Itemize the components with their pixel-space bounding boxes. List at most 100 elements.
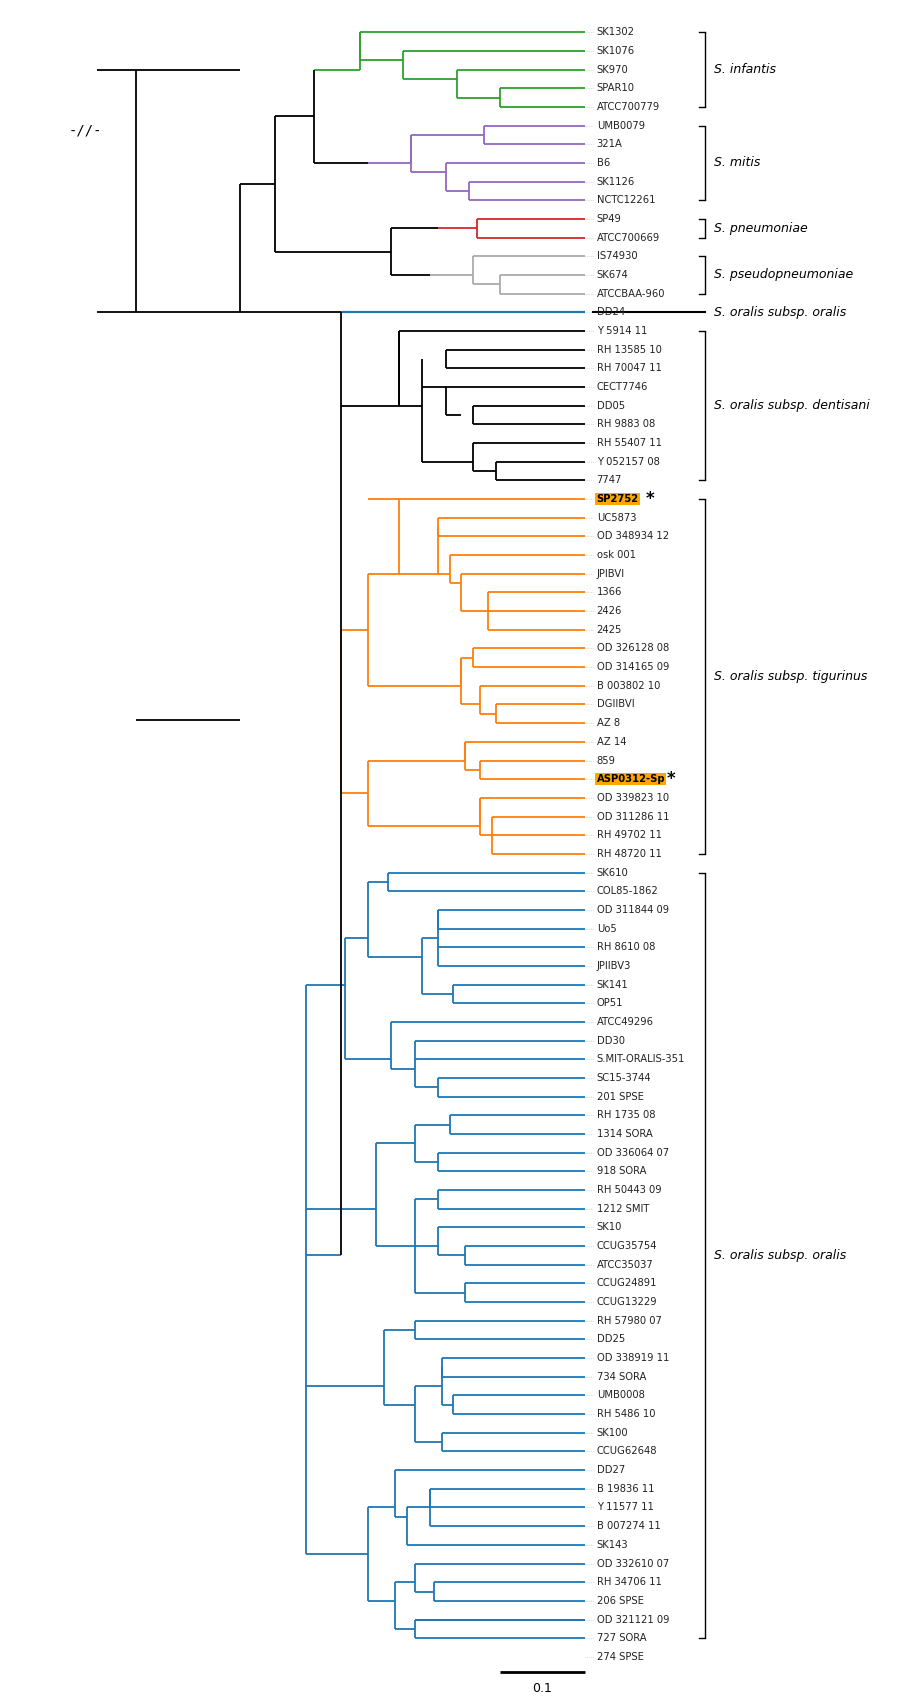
Text: 1212 SMIT: 1212 SMIT [597, 1203, 649, 1214]
Text: SP2752: SP2752 [597, 494, 639, 504]
Text: SK143: SK143 [597, 1540, 628, 1551]
Text: ATCCBAA-960: ATCCBAA-960 [597, 289, 665, 298]
Text: 7747: 7747 [597, 475, 622, 485]
Text: CCUG24891: CCUG24891 [597, 1278, 657, 1288]
Text: UC5873: UC5873 [597, 512, 636, 523]
Text: B 003802 10: B 003802 10 [597, 681, 660, 691]
Text: SP49: SP49 [597, 214, 622, 225]
Text: B 007274 11: B 007274 11 [597, 1522, 661, 1532]
Text: RH 48720 11: RH 48720 11 [597, 849, 662, 860]
Text: ATCC700669: ATCC700669 [597, 233, 660, 243]
Text: SK1076: SK1076 [597, 46, 634, 56]
Text: S. pneumoniae: S. pneumoniae [715, 221, 808, 235]
Text: S. pseudopneumoniae: S. pseudopneumoniae [715, 269, 853, 281]
Text: SK100: SK100 [597, 1428, 628, 1438]
Text: RH 13585 10: RH 13585 10 [597, 344, 662, 354]
Text: osk 001: osk 001 [597, 550, 635, 560]
Text: Y 052157 08: Y 052157 08 [597, 456, 660, 466]
Text: UMB0079: UMB0079 [597, 121, 644, 131]
Text: B6: B6 [597, 158, 610, 168]
Text: S. oralis subsp. tigurinus: S. oralis subsp. tigurinus [715, 671, 868, 683]
Text: -//-: -//- [68, 123, 103, 138]
Text: UMB0008: UMB0008 [597, 1391, 644, 1401]
Text: DD25: DD25 [597, 1334, 625, 1345]
Text: ATCC49296: ATCC49296 [597, 1018, 653, 1026]
Text: OD 332610 07: OD 332610 07 [597, 1559, 669, 1569]
Text: CCUG13229: CCUG13229 [597, 1297, 657, 1307]
Text: *: * [645, 490, 654, 509]
Text: CCUG62648: CCUG62648 [597, 1447, 657, 1457]
Text: Y 5914 11: Y 5914 11 [597, 327, 647, 335]
Text: OD 338919 11: OD 338919 11 [597, 1353, 669, 1363]
Text: RH 9883 08: RH 9883 08 [597, 419, 655, 429]
Text: OD 339823 10: OD 339823 10 [597, 793, 669, 803]
Text: ASP0312-Sp: ASP0312-Sp [597, 774, 665, 785]
Text: 1314 SORA: 1314 SORA [597, 1128, 652, 1139]
Text: SK1302: SK1302 [597, 27, 634, 37]
Text: 0.1: 0.1 [533, 1682, 553, 1695]
Text: RH 34706 11: RH 34706 11 [597, 1578, 662, 1588]
Text: OD 326128 08: OD 326128 08 [597, 643, 669, 654]
Text: 274 SPSE: 274 SPSE [597, 1653, 644, 1661]
Text: SK10: SK10 [597, 1222, 622, 1232]
Text: OP51: OP51 [597, 999, 623, 1008]
Text: Y 11577 11: Y 11577 11 [597, 1503, 653, 1513]
Text: RH 1735 08: RH 1735 08 [597, 1110, 655, 1120]
Text: 859: 859 [597, 756, 616, 766]
Text: IS74930: IS74930 [597, 252, 637, 262]
Text: 918 SORA: 918 SORA [597, 1166, 646, 1176]
Text: SK610: SK610 [597, 868, 628, 878]
Text: 1366: 1366 [597, 587, 622, 597]
Text: *: * [666, 771, 675, 788]
Text: 206 SPSE: 206 SPSE [597, 1596, 644, 1607]
Text: SK141: SK141 [597, 980, 628, 989]
Text: OD 336064 07: OD 336064 07 [597, 1147, 669, 1157]
Text: 201 SPSE: 201 SPSE [597, 1091, 644, 1101]
Text: SC15-3744: SC15-3744 [597, 1072, 652, 1082]
Text: SK970: SK970 [597, 65, 628, 75]
Text: S. oralis subsp. oralis: S. oralis subsp. oralis [715, 1249, 847, 1261]
Text: 2426: 2426 [597, 606, 622, 616]
Text: 727 SORA: 727 SORA [597, 1634, 646, 1642]
Text: CCUG35754: CCUG35754 [597, 1241, 657, 1251]
Text: DD27: DD27 [597, 1465, 625, 1476]
Text: JPIIBV3: JPIIBV3 [597, 962, 631, 970]
Text: DD30: DD30 [597, 1035, 625, 1045]
Text: JPIBVI: JPIBVI [597, 568, 625, 579]
Text: RH 8610 08: RH 8610 08 [597, 943, 655, 951]
Text: SPAR10: SPAR10 [597, 83, 634, 94]
Text: B 19836 11: B 19836 11 [597, 1484, 654, 1494]
Text: SK674: SK674 [597, 271, 628, 279]
Text: ATCC700779: ATCC700779 [597, 102, 660, 112]
Text: Uo5: Uo5 [597, 924, 617, 934]
Text: OD 314165 09: OD 314165 09 [597, 662, 669, 672]
Text: AZ 14: AZ 14 [597, 737, 626, 747]
Text: RH 50443 09: RH 50443 09 [597, 1185, 662, 1195]
Text: S. oralis subsp. oralis: S. oralis subsp. oralis [715, 306, 847, 318]
Text: OD 348934 12: OD 348934 12 [597, 531, 669, 541]
Text: CECT7746: CECT7746 [597, 381, 648, 391]
Text: 2425: 2425 [597, 625, 622, 635]
Text: NCTC12261: NCTC12261 [597, 196, 655, 206]
Text: S. oralis subsp. dentisani: S. oralis subsp. dentisani [715, 400, 870, 412]
Text: DGIIBVI: DGIIBVI [597, 700, 634, 710]
Text: S. infantis: S. infantis [715, 63, 777, 77]
Text: RH 55407 11: RH 55407 11 [597, 437, 662, 448]
Text: RH 5486 10: RH 5486 10 [597, 1409, 655, 1419]
Text: 321A: 321A [597, 140, 623, 150]
Text: DD05: DD05 [597, 400, 625, 410]
Text: S.MIT-ORALIS-351: S.MIT-ORALIS-351 [597, 1054, 685, 1064]
Text: ATCC35037: ATCC35037 [597, 1259, 653, 1270]
Text: RH 70047 11: RH 70047 11 [597, 363, 662, 373]
Text: DD24: DD24 [597, 308, 625, 317]
Text: OD 311844 09: OD 311844 09 [597, 905, 669, 916]
Text: RH 49702 11: RH 49702 11 [597, 831, 662, 841]
Text: S. mitis: S. mitis [715, 157, 760, 170]
Text: AZ 8: AZ 8 [597, 718, 620, 728]
Text: RH 57980 07: RH 57980 07 [597, 1316, 662, 1326]
Text: COL85-1862: COL85-1862 [597, 887, 659, 897]
Text: 734 SORA: 734 SORA [597, 1372, 646, 1382]
Text: OD 311286 11: OD 311286 11 [597, 812, 670, 822]
Text: SK1126: SK1126 [597, 177, 634, 187]
Text: OD 321121 09: OD 321121 09 [597, 1615, 670, 1624]
